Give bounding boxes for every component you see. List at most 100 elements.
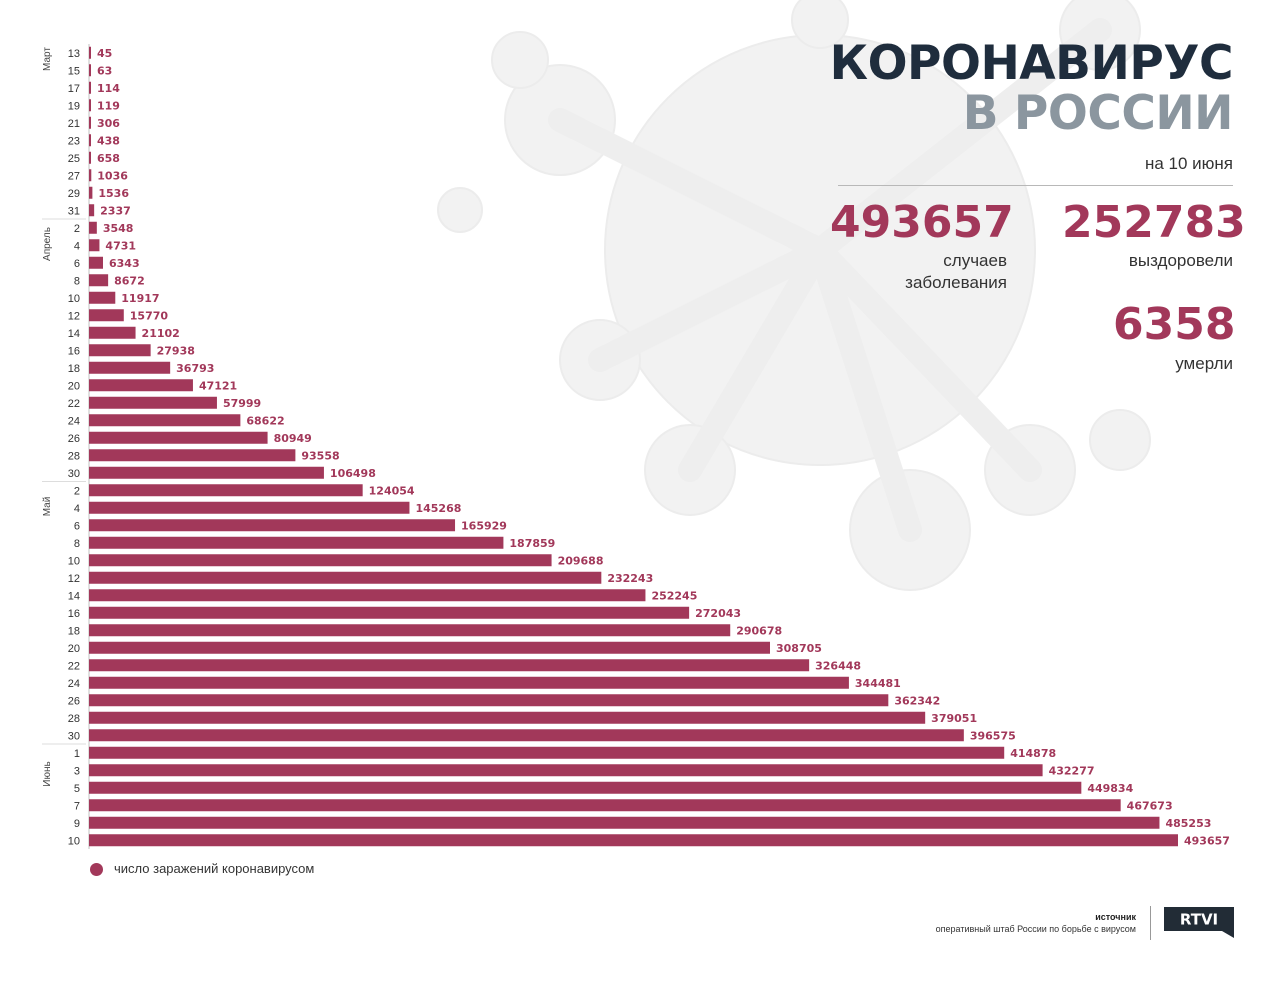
- legend-dot: [90, 863, 103, 876]
- rtvi-logo: RTVI: [1164, 907, 1234, 938]
- bar: [89, 81, 91, 94]
- day-tick-label: 24: [68, 678, 80, 690]
- bar-value-label: 124054: [369, 484, 415, 497]
- day-tick-label: 30: [68, 730, 80, 742]
- day-tick-label: 9: [74, 818, 80, 830]
- bar: [89, 746, 1005, 759]
- day-tick-label: 18: [68, 363, 80, 375]
- bar-value-label: 93558: [301, 449, 339, 462]
- bar: [89, 116, 91, 129]
- day-tick-label: 26: [68, 433, 80, 445]
- bar-value-label: 8672: [114, 274, 145, 287]
- rtvi-logo-text: RTVI: [1180, 911, 1218, 929]
- bar: [89, 781, 1082, 794]
- bar: [89, 764, 1043, 777]
- bar-value-label: 21102: [142, 327, 180, 340]
- bar-value-label: 306: [97, 117, 120, 130]
- bar: [89, 799, 1121, 812]
- cases-label-line2: заболевания: [905, 273, 1007, 292]
- day-tick-label: 30: [68, 468, 80, 480]
- bar-value-label: 658: [97, 152, 120, 165]
- bar: [89, 134, 91, 147]
- bar-value-label: 493657: [1184, 834, 1230, 847]
- bar: [89, 834, 1178, 847]
- bar-value-label: 11917: [121, 292, 159, 305]
- day-tick-label: 19: [68, 100, 80, 112]
- day-tick-label: 6: [74, 520, 80, 532]
- day-tick-label: 13: [68, 48, 80, 60]
- bar-value-label: 438: [97, 134, 120, 147]
- day-tick-label: 18: [68, 625, 80, 637]
- day-tick-label: 2: [74, 485, 80, 497]
- bar: [89, 501, 410, 514]
- bar-value-label: 106498: [330, 467, 376, 480]
- bar-value-label: 432277: [1049, 764, 1095, 777]
- bar-value-label: 467673: [1127, 799, 1173, 812]
- day-tick-label: 21: [68, 118, 80, 130]
- bar: [89, 519, 456, 532]
- bar-value-label: 290678: [736, 624, 782, 637]
- bar: [89, 186, 93, 199]
- day-tick-label: 22: [68, 398, 80, 410]
- bar: [89, 309, 124, 322]
- bar: [89, 274, 109, 287]
- bar: [89, 344, 151, 357]
- bar-value-label: 145268: [415, 502, 461, 515]
- bar: [89, 431, 268, 444]
- bar: [89, 396, 217, 409]
- month-label: Май: [42, 497, 53, 517]
- bar: [89, 536, 504, 549]
- recovered-value: 252783: [1062, 197, 1246, 248]
- day-tick-label: 17: [68, 83, 80, 95]
- source-title: источник: [1095, 912, 1136, 922]
- legend-label: число заражений коронавирусом: [114, 861, 315, 876]
- bar-value-label: 326448: [815, 659, 861, 672]
- day-tick-label: 16: [68, 608, 80, 620]
- bar-value-label: 15770: [130, 309, 169, 322]
- bar: [89, 151, 91, 164]
- day-tick-label: 22: [68, 660, 80, 672]
- bar-value-label: 68622: [246, 414, 284, 427]
- day-tick-label: 15: [68, 65, 80, 77]
- day-tick-label: 10: [68, 835, 80, 847]
- day-tick-label: 28: [68, 450, 80, 462]
- bar: [89, 204, 95, 217]
- day-tick-label: 8: [74, 538, 80, 550]
- bar: [89, 659, 810, 672]
- bar-value-label: 344481: [855, 677, 901, 690]
- bar: [89, 239, 100, 252]
- bar-value-label: 1036: [97, 169, 128, 182]
- bar: [89, 571, 602, 584]
- bar-value-label: 396575: [970, 729, 1016, 742]
- day-tick-label: 29: [68, 188, 80, 200]
- day-tick-label: 24: [68, 415, 80, 427]
- day-tick-label: 10: [68, 555, 80, 567]
- bar-value-label: 114: [97, 82, 120, 95]
- bar-value-label: 449834: [1087, 782, 1133, 795]
- bar: [89, 606, 690, 619]
- bar-value-label: 4731: [105, 239, 136, 252]
- bar-value-label: 57999: [223, 397, 261, 410]
- bar: [89, 46, 91, 59]
- day-tick-label: 1: [74, 748, 80, 760]
- bar-value-label: 414878: [1010, 747, 1056, 760]
- bar: [89, 99, 91, 112]
- day-tick-label: 20: [68, 643, 80, 655]
- cases-label-line1: случаев: [943, 251, 1007, 270]
- bar-value-label: 187859: [509, 537, 555, 550]
- bar: [89, 711, 926, 724]
- bar: [89, 414, 241, 427]
- page-title-line1: КОРОНАВИРУС: [829, 36, 1234, 91]
- bar: [89, 589, 646, 602]
- bar: [89, 221, 97, 234]
- day-tick-label: 27: [68, 170, 80, 182]
- bar: [89, 816, 1160, 829]
- cases-value: 493657: [830, 197, 1014, 248]
- footer-separator: [1150, 906, 1151, 940]
- bar-value-label: 45: [97, 47, 112, 60]
- bar-value-label: 2337: [100, 204, 131, 217]
- deaths-value: 6358: [1113, 299, 1236, 350]
- bar-value-label: 272043: [695, 607, 741, 620]
